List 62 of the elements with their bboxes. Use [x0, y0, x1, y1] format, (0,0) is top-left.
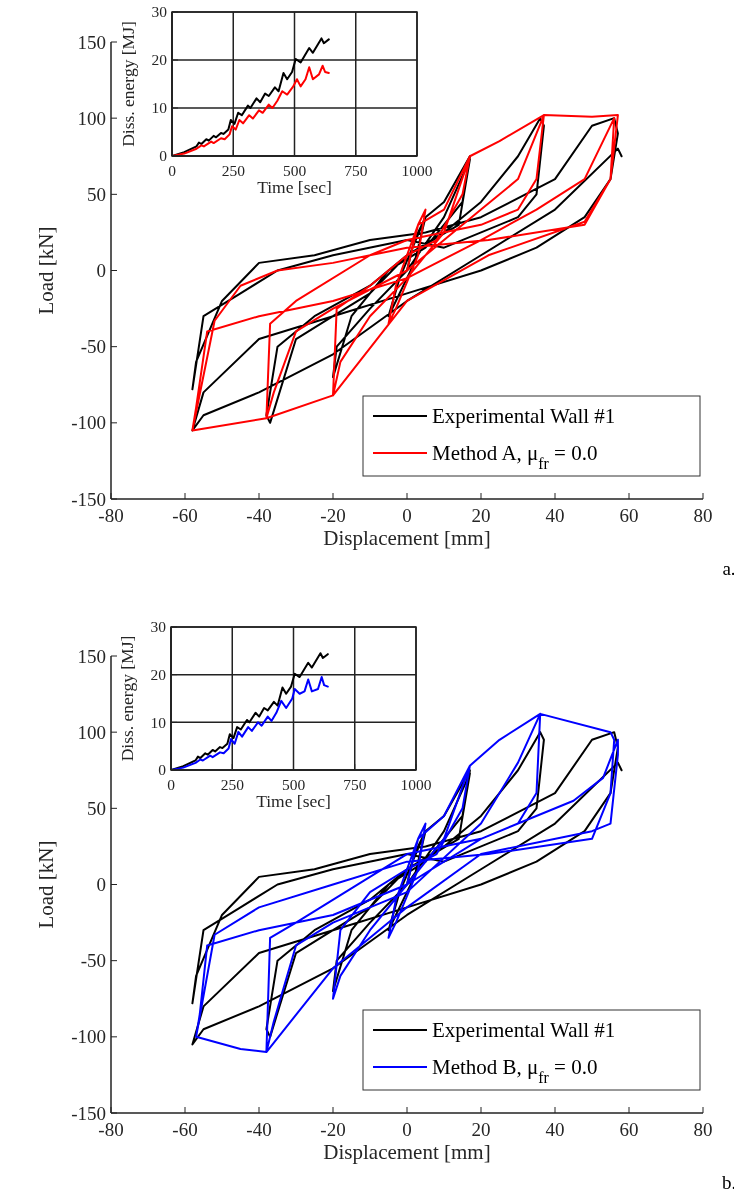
- x-axis-title: Time [sec]: [256, 791, 331, 812]
- x-tick-label: 0: [402, 505, 412, 526]
- x-tick-label: 0: [402, 1119, 412, 1140]
- x-tick-label: -60: [172, 505, 198, 526]
- y-tick-label: 30: [151, 3, 168, 21]
- y-axis-title: Load [kN]: [34, 226, 58, 315]
- x-tick-label: -20: [320, 505, 346, 526]
- text: a.: [722, 558, 734, 579]
- x-tick-label: 80: [693, 1119, 713, 1140]
- x-tick-label: 80: [693, 505, 713, 526]
- y-tick-label: 20: [150, 666, 167, 684]
- x-tick-label: 60: [619, 505, 639, 526]
- y-tick-label: 150: [77, 645, 106, 667]
- y-tick-label: 50: [87, 183, 106, 205]
- x-tick-label: 60: [619, 1119, 639, 1140]
- x-tick-label: -40: [246, 1119, 272, 1140]
- y-tick-label: 0: [96, 874, 106, 896]
- x-tick-label: 500: [282, 161, 307, 179]
- y-axis-title: Diss. energy [MJ]: [117, 635, 137, 762]
- x-tick-label: -40: [246, 505, 272, 526]
- y-tick-label: 10: [150, 713, 167, 731]
- y-tick-label: -100: [71, 412, 106, 434]
- line-series: [172, 64, 330, 156]
- y-tick-label: 10: [151, 99, 168, 117]
- y-axis-title: Diss. energy [MJ]: [118, 21, 138, 147]
- x-tick-label: -60: [172, 1119, 198, 1140]
- y-tick-label: 0: [96, 260, 106, 282]
- y-axis-title: Load [kN]: [34, 840, 58, 929]
- x-tick-label: 500: [281, 775, 306, 793]
- y-tick-label: 100: [77, 721, 106, 743]
- y-tick-label: -50: [80, 950, 106, 972]
- y-tick-label: -50: [80, 336, 106, 358]
- legend-label: Method A, μ$_{fr}$ = 0.0: [432, 441, 598, 472]
- x-tick-label: -20: [320, 1119, 346, 1140]
- legend-label: Experimental Wall #1: [432, 1018, 616, 1042]
- x-tick-label: 750: [344, 161, 368, 179]
- y-tick-label: 30: [150, 618, 167, 636]
- legend-label: Method B, μ$_{fr}$ = 0.0: [432, 1055, 598, 1086]
- y-tick-label: 150: [77, 31, 106, 53]
- x-axis-title: Displacement [mm]: [323, 525, 491, 550]
- y-tick-label: 0: [159, 147, 168, 165]
- x-tick-label: 20: [471, 505, 491, 526]
- x-tick-label: 750: [343, 775, 367, 793]
- x-tick-label: 40: [545, 1119, 565, 1140]
- x-tick-label: 1000: [400, 775, 432, 793]
- y-tick-label: 50: [87, 797, 106, 819]
- y-tick-label: 0: [158, 761, 167, 779]
- x-axis-title: Time [sec]: [257, 177, 332, 198]
- y-tick-label: -100: [71, 1026, 106, 1048]
- x-tick-label: 40: [545, 505, 565, 526]
- x-tick-label: 250: [220, 775, 245, 793]
- y-tick-label: 20: [151, 51, 168, 69]
- x-tick-label: 20: [471, 1119, 491, 1140]
- line-series: [171, 652, 329, 770]
- text: b.: [721, 1172, 734, 1193]
- x-axis-title: Displacement [mm]: [323, 1139, 491, 1164]
- x-tick-label: 1000: [401, 161, 433, 179]
- line-series: [171, 676, 329, 770]
- x-tick-label: 250: [221, 161, 246, 179]
- legend-label: Experimental Wall #1: [432, 404, 616, 428]
- line-series: [172, 37, 330, 156]
- y-tick-label: 100: [77, 107, 106, 129]
